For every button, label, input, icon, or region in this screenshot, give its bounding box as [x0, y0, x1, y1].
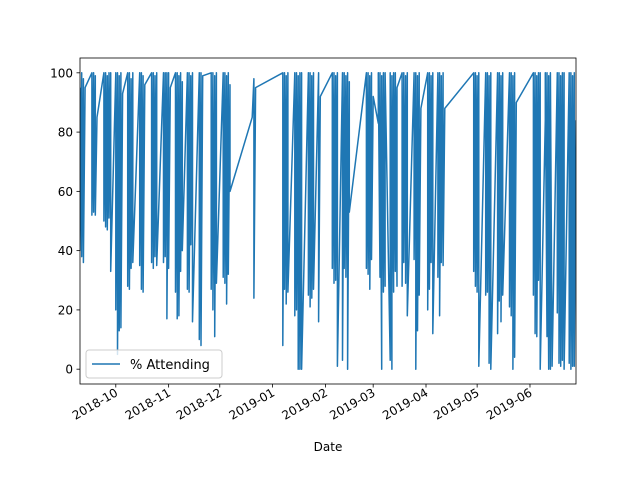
axes-frame	[79, 57, 577, 385]
series-line-0	[80, 72, 576, 370]
y-tick-label: 0	[65, 363, 73, 377]
x-axis-title: Date	[314, 440, 343, 454]
y-tick-label: 80	[58, 126, 73, 140]
y-tick-label: 100	[50, 66, 73, 80]
series-layer	[80, 72, 576, 370]
legend-box	[85, 349, 223, 379]
legend: % Attending	[85, 349, 223, 379]
y-tick-label: 40	[58, 244, 73, 258]
y-tick-label: 60	[58, 185, 73, 199]
y-tick-label: 20	[58, 303, 73, 317]
legend-label: % Attending	[130, 358, 210, 373]
